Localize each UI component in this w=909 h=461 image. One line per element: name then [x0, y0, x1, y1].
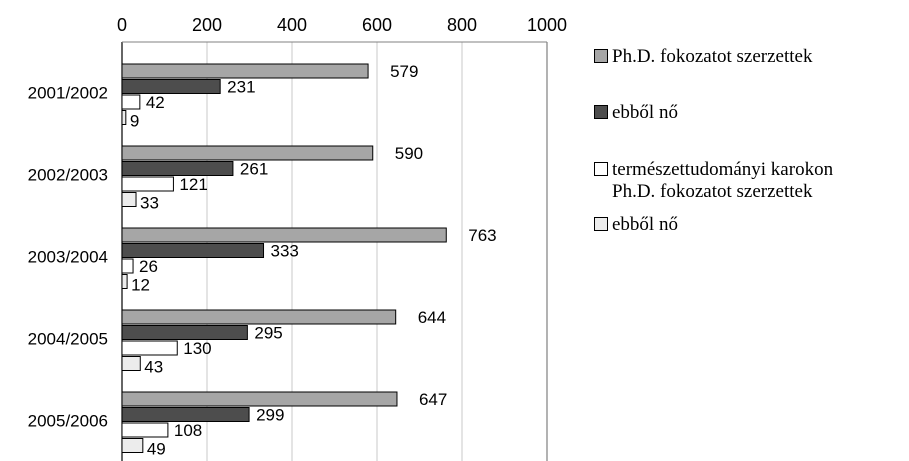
bar: [121, 274, 128, 289]
x-tick-label: 1000: [527, 15, 567, 35]
bar: [121, 356, 141, 371]
bar: [121, 243, 265, 258]
data-label: 644: [418, 308, 446, 327]
bar: [121, 94, 141, 110]
bar: [121, 422, 169, 438]
legend-swatch: [594, 105, 608, 119]
data-label: 333: [271, 242, 299, 261]
legend-swatch: [594, 49, 608, 63]
category-label: 2005/2006: [28, 411, 108, 430]
data-label: 42: [146, 93, 165, 112]
data-label: 9: [130, 112, 139, 131]
bar: [121, 391, 398, 407]
bar: [121, 438, 144, 453]
bar: [121, 110, 127, 125]
bar: [121, 227, 447, 243]
data-label: 26: [139, 257, 158, 276]
data-label: 299: [256, 406, 284, 425]
data-label: 763: [468, 226, 496, 245]
data-label: 12: [131, 276, 150, 295]
data-label: 647: [419, 390, 447, 409]
category-label: 2002/2003: [28, 165, 108, 184]
bar: [121, 79, 221, 94]
legend-label-line-1: természettudományi karokon: [612, 159, 834, 180]
category-label: 2001/2002: [28, 83, 108, 102]
bar: [121, 309, 397, 325]
data-label: 590: [395, 144, 423, 163]
x-tick-label: 0: [117, 15, 127, 35]
bar: [121, 340, 178, 356]
bar: [121, 192, 137, 207]
bar: [121, 258, 134, 274]
data-label: 295: [254, 324, 282, 343]
legend-item-phd-total: Ph.D. fokozatot szerzettek: [594, 46, 812, 68]
data-label: 261: [240, 160, 268, 179]
bar: [121, 145, 374, 161]
bar: [121, 176, 174, 192]
data-label: 33: [140, 194, 159, 213]
legend-label-block: természettudományi karokon Ph.D. fokozato…: [612, 159, 833, 203]
bar: [121, 407, 250, 422]
legend-label: ebből nő: [612, 102, 678, 123]
x-tick-label: 800: [447, 15, 477, 35]
legend-item-phd-women: ebből nő: [594, 102, 678, 124]
legend-swatch: [594, 162, 608, 176]
x-tick-label: 600: [362, 15, 392, 35]
x-tick-label: 200: [192, 15, 222, 35]
data-label: 108: [174, 421, 202, 440]
legend-label: Ph.D. fokozatot szerzettek: [612, 46, 813, 67]
bar: [121, 161, 234, 176]
legend-item-science-phd: természettudományi karokon Ph.D. fokozato…: [594, 159, 833, 203]
data-label: 121: [179, 175, 207, 194]
data-label: 231: [227, 78, 255, 97]
legend-label: ebből nő: [612, 214, 678, 235]
x-tick-label: 400: [277, 15, 307, 35]
category-label: 2003/2004: [28, 247, 108, 266]
data-label: 49: [147, 440, 166, 459]
legend-swatch: [594, 217, 608, 231]
data-label: 43: [144, 358, 163, 377]
legend-item-science-women: ebből nő: [594, 214, 678, 236]
data-label: 130: [183, 339, 211, 358]
bar: [121, 63, 369, 79]
legend-label-line-2: Ph.D. fokozatot szerzettek: [612, 181, 813, 202]
data-label: 579: [390, 62, 418, 81]
category-label: 2004/2005: [28, 329, 108, 348]
bar: [121, 325, 248, 340]
